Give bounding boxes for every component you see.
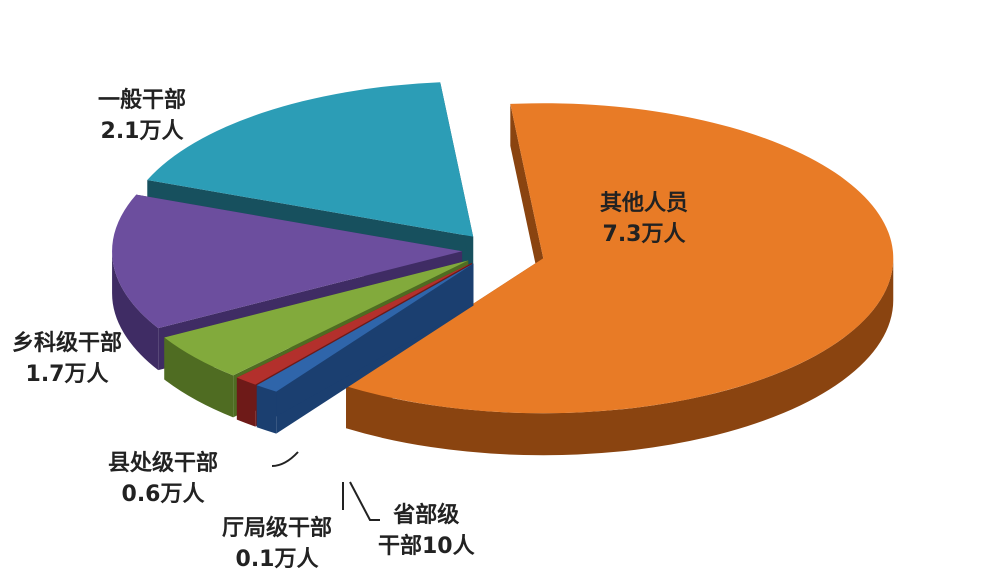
label-bureau-value: 0.1万人	[235, 547, 319, 572]
label-county-value: 0.6万人	[121, 482, 205, 507]
label-general-value: 2.1万人	[100, 119, 184, 144]
label-county: 县处级干部 0.6万人	[108, 448, 218, 510]
slice-top-5	[147, 82, 474, 237]
slice-top-4	[112, 194, 463, 329]
label-ministerial-value: 干部10人	[378, 534, 475, 559]
slice-side-wall-3-0	[164, 337, 234, 418]
label-general-name: 一般干部	[98, 88, 187, 113]
label-county-name: 县处级干部	[108, 451, 219, 476]
label-township: 乡科级干部 1.7万人	[12, 328, 122, 390]
slice-side-wall-1-0	[256, 385, 277, 434]
slice-cut-face-1-1	[256, 263, 474, 428]
label-other: 其他人员 7.3万人	[600, 188, 688, 250]
slice-side-wall-4-0	[112, 251, 159, 371]
leader-county	[271, 451, 299, 467]
label-bureau: 厅局级干部 0.1万人	[222, 513, 332, 575]
slice-cut-face-0-0	[510, 103, 544, 301]
label-ministerial: 省部级 干部10人	[378, 500, 475, 562]
slice-top-1	[256, 263, 474, 392]
label-township-name: 乡科级干部	[12, 331, 123, 356]
label-ministerial-name: 省部级	[393, 503, 460, 528]
label-bureau-name: 厅局级干部	[222, 516, 333, 541]
leader-ministerial	[349, 481, 380, 521]
slice-top-0	[346, 103, 894, 414]
label-township-value: 1.7万人	[25, 362, 109, 387]
label-other-value: 7.3万人	[602, 222, 686, 247]
pie-slice-0	[346, 103, 894, 456]
slice-side-wall-0-0	[346, 258, 894, 456]
label-general: 一般干部 2.1万人	[98, 85, 186, 147]
slice-top-2	[236, 262, 472, 385]
label-other-name: 其他人员	[600, 191, 689, 216]
slice-side-wall-2-0	[236, 377, 256, 427]
slice-top-3	[164, 260, 469, 376]
pie-slice-1	[256, 263, 474, 434]
